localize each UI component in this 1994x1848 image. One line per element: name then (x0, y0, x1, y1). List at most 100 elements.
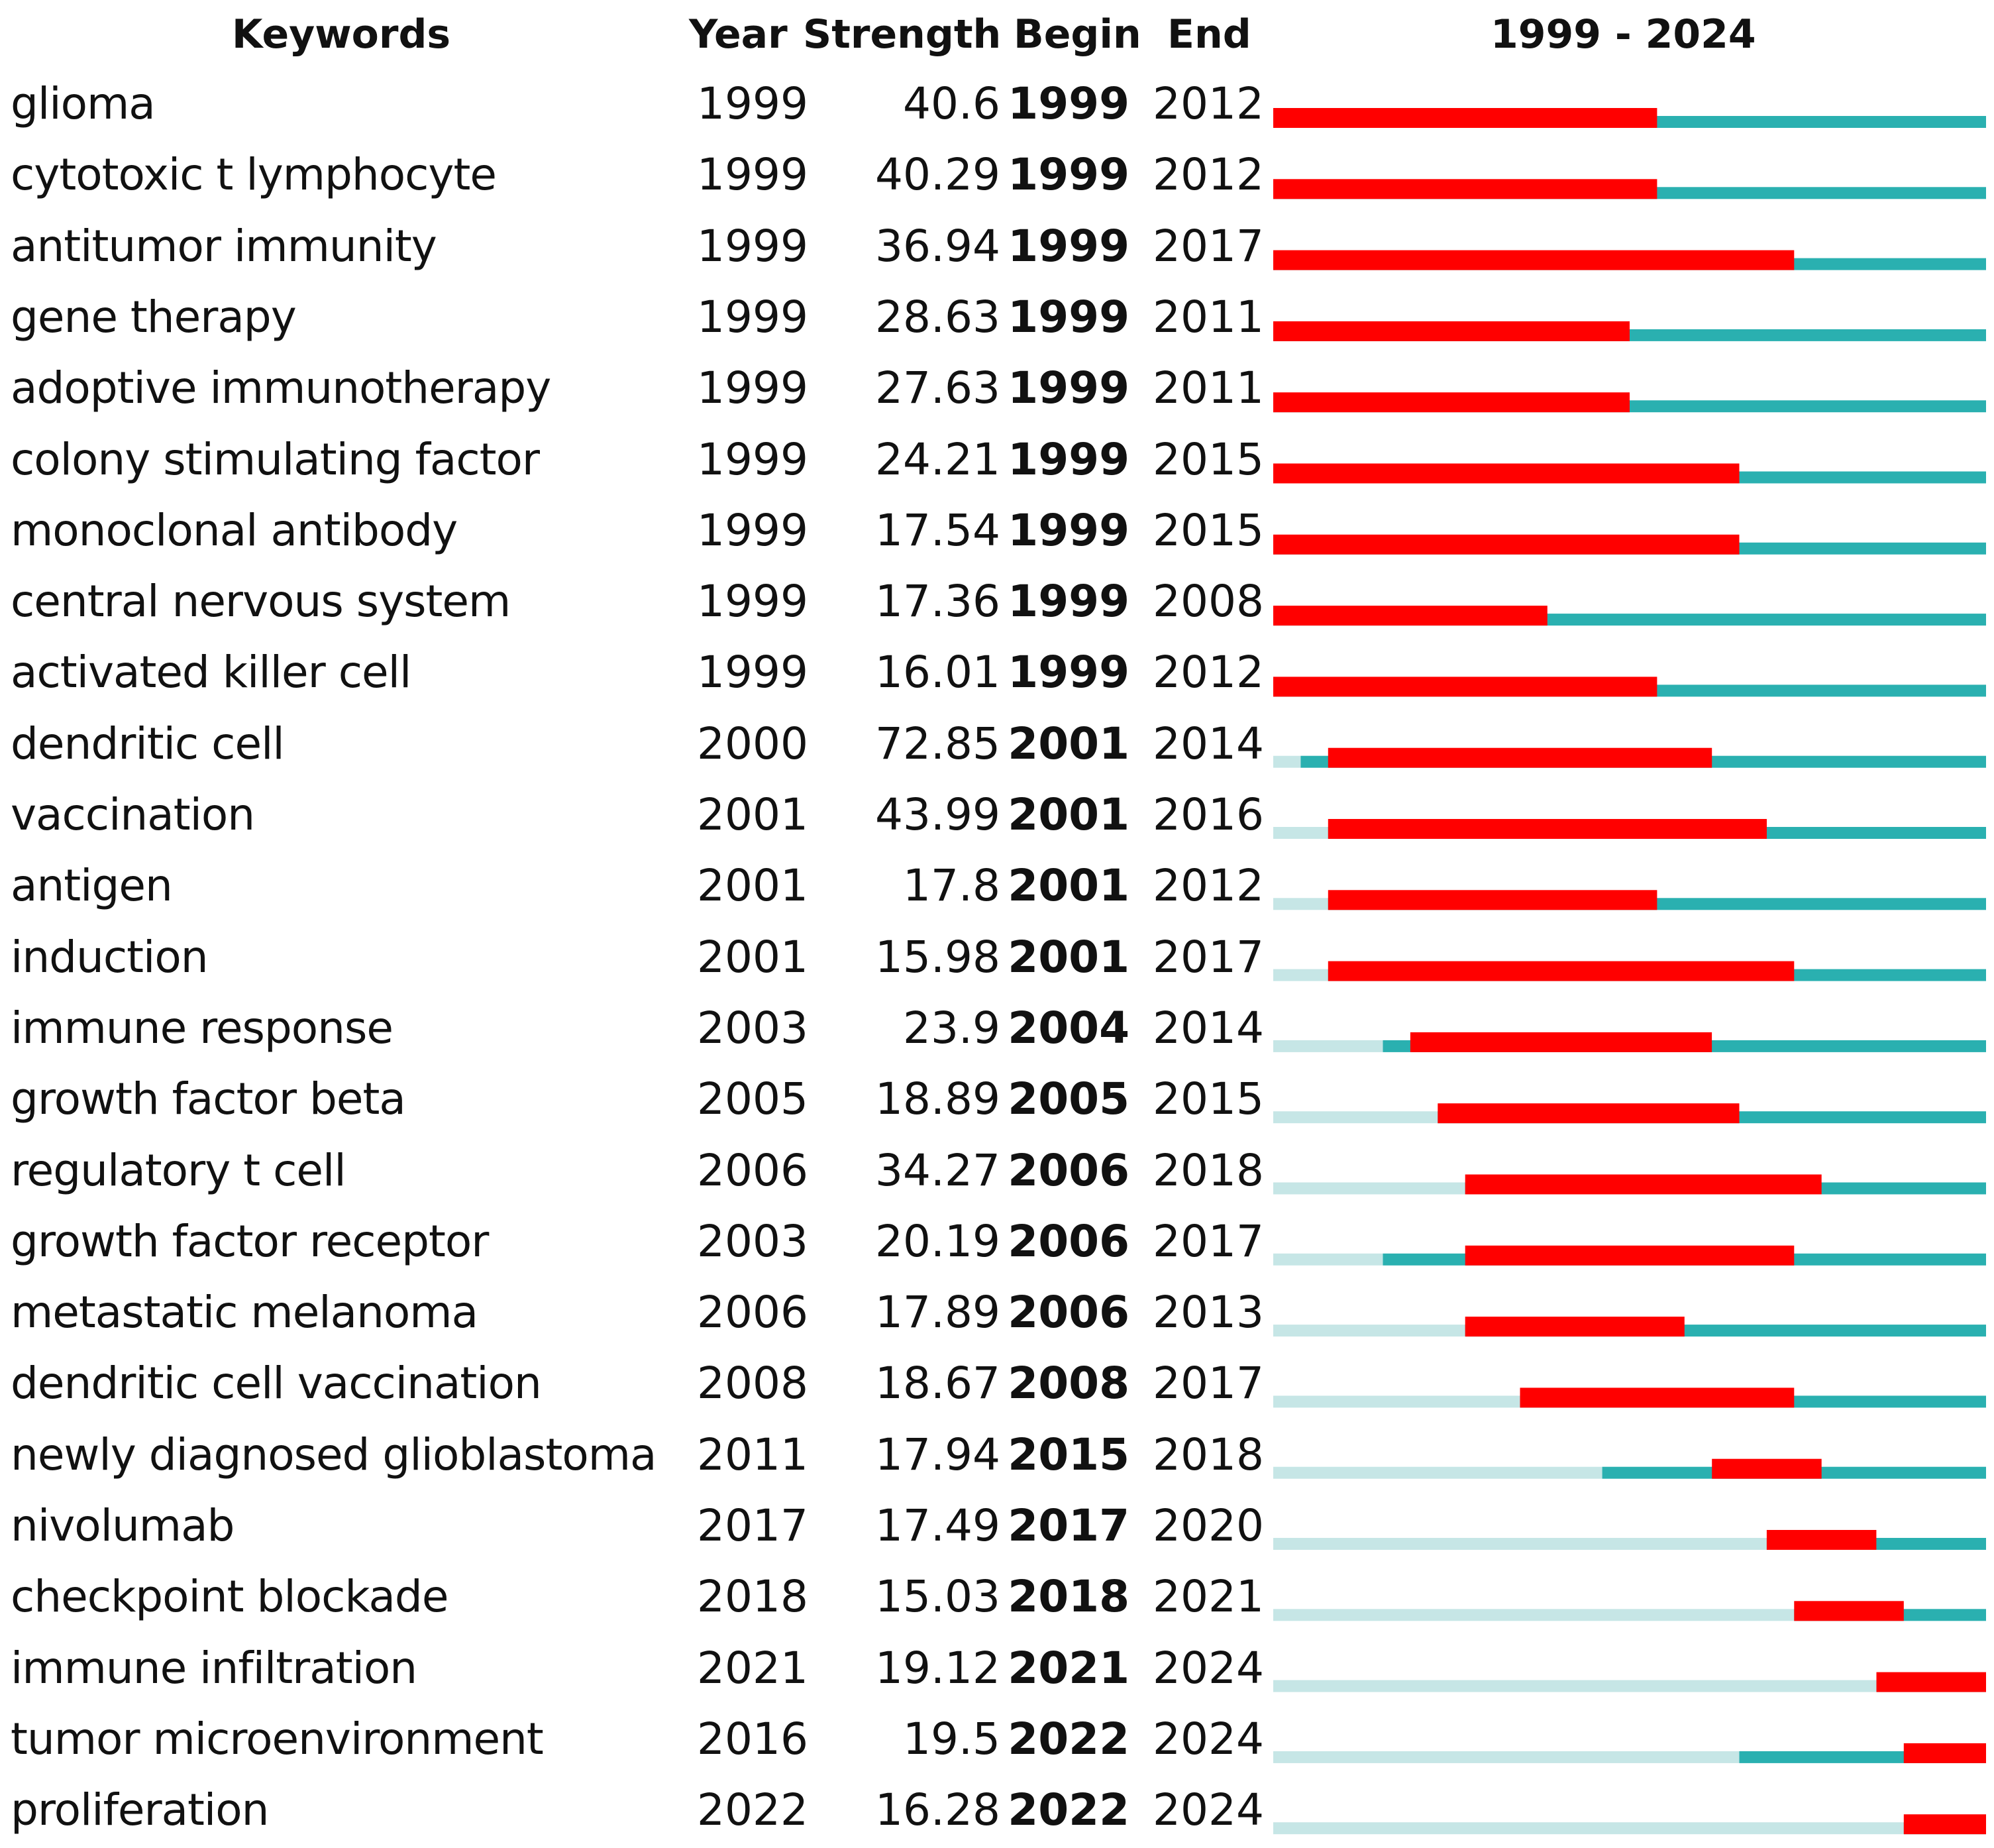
row-end: 2008 (1153, 576, 1264, 627)
row-keyword: activated killer cell (11, 647, 411, 698)
row-end: 2014 (1153, 718, 1264, 769)
row-keyword: glioma (11, 78, 156, 129)
row-strength: 15.03 (875, 1571, 1000, 1623)
row-strength: 19.5 (903, 1713, 1000, 1765)
row-strength: 34.27 (875, 1144, 1000, 1196)
row-end: 2024 (1153, 1713, 1264, 1765)
row-strength: 17.49 (875, 1500, 1000, 1551)
row-strength: 16.28 (875, 1784, 1000, 1836)
row-begin: 2001 (1008, 718, 1129, 769)
timeline-inactive-segment (1273, 1395, 1520, 1408)
row-strength: 20.19 (875, 1215, 1000, 1267)
row-keyword: metastatic melanoma (11, 1287, 478, 1338)
row-begin: 2006 (1008, 1287, 1129, 1338)
header-begin: Begin (1014, 11, 1141, 58)
timeline-inactive-segment (1273, 827, 1328, 839)
row-begin: 1999 (1008, 149, 1129, 201)
row-begin: 2018 (1008, 1571, 1129, 1623)
row-keyword: dendritic cell vaccination (11, 1358, 542, 1409)
header-keywords: Keywords (232, 11, 451, 58)
row-end: 2013 (1153, 1287, 1264, 1338)
row-begin: 2001 (1008, 860, 1129, 912)
row-strength: 36.94 (875, 220, 1000, 272)
row-begin: 2021 (1008, 1642, 1129, 1694)
row-begin: 2022 (1008, 1784, 1129, 1836)
row-strength: 17.36 (875, 576, 1000, 627)
timeline-inactive-segment (1273, 1822, 1904, 1835)
row-end: 2018 (1153, 1429, 1264, 1480)
burst-bar (1465, 1317, 1685, 1337)
row-year: 1999 (697, 220, 808, 272)
burst-bar (1410, 1032, 1712, 1052)
row-year: 1999 (697, 647, 808, 698)
row-strength: 16.01 (875, 647, 1000, 698)
timeline-inactive-segment (1273, 1182, 1465, 1195)
timeline-inactive-segment (1273, 1466, 1602, 1479)
row-year: 1999 (697, 576, 808, 627)
row-year: 2006 (697, 1144, 808, 1196)
timeline-inactive-segment (1273, 1751, 1740, 1763)
row-begin: 1999 (1008, 78, 1129, 129)
row-begin: 1999 (1008, 291, 1129, 343)
row-year: 1999 (697, 362, 808, 414)
row-strength: 28.63 (875, 291, 1000, 343)
row-end: 2015 (1153, 1073, 1264, 1125)
row-keyword: regulatory t cell (11, 1144, 346, 1196)
row-begin: 2017 (1008, 1500, 1129, 1551)
row-year: 1999 (697, 291, 808, 343)
row-begin: 1999 (1008, 647, 1129, 698)
row-strength: 23.9 (903, 1002, 1000, 1054)
row-end: 2017 (1153, 220, 1264, 272)
row-begin: 2001 (1008, 789, 1129, 840)
row-end: 2011 (1153, 291, 1264, 343)
row-keyword: growth factor beta (11, 1073, 406, 1125)
row-begin: 2006 (1008, 1215, 1129, 1267)
row-strength: 17.8 (903, 860, 1000, 912)
row-end: 2017 (1153, 1215, 1264, 1267)
row-keyword: colony stimulating factor (11, 433, 540, 485)
row-strength: 17.94 (875, 1429, 1000, 1480)
row-keyword: proliferation (11, 1784, 269, 1836)
row-keyword: central nervous system (11, 576, 511, 627)
row-end: 2015 (1153, 504, 1264, 556)
burst-bar (1766, 1530, 1877, 1550)
row-begin: 2022 (1008, 1713, 1129, 1765)
burst-bar (1273, 534, 1740, 555)
row-strength: 19.12 (875, 1642, 1000, 1694)
row-end: 2017 (1153, 1358, 1264, 1409)
row-year: 1999 (697, 504, 808, 556)
row-keyword: immune response (11, 1002, 394, 1054)
row-strength: 40.29 (875, 149, 1000, 201)
row-year: 2001 (697, 789, 808, 840)
row-year: 2017 (697, 1500, 808, 1551)
row-begin: 2006 (1008, 1144, 1129, 1196)
row-keyword: cytotoxic t lymphocyte (11, 149, 497, 201)
row-end: 2012 (1153, 860, 1264, 912)
timeline-inactive-segment (1273, 1538, 1767, 1550)
row-strength: 40.6 (903, 78, 1000, 129)
row-year: 2008 (697, 1358, 808, 1409)
burst-bar (1520, 1387, 1795, 1408)
row-begin: 1999 (1008, 362, 1129, 414)
row-end: 2018 (1153, 1144, 1264, 1196)
burst-bar (1328, 747, 1712, 768)
burst-bar (1465, 1174, 1822, 1195)
row-strength: 18.89 (875, 1073, 1000, 1125)
burst-bar (1903, 1743, 1986, 1763)
row-keyword: vaccination (11, 789, 255, 840)
header-end: End (1167, 11, 1251, 58)
burst-bar (1273, 677, 1657, 697)
row-year: 2001 (697, 860, 808, 912)
row-end: 2015 (1153, 433, 1264, 485)
row-keyword: immune infiltration (11, 1642, 417, 1694)
row-year: 2011 (697, 1429, 808, 1480)
row-begin: 1999 (1008, 220, 1129, 272)
burst-bar (1328, 890, 1657, 910)
burst-bar (1273, 392, 1630, 413)
timeline-inactive-segment (1273, 969, 1328, 981)
row-keyword: antigen (11, 860, 173, 912)
row-year: 2018 (697, 1571, 808, 1623)
row-keyword: adoptive immunotherapy (11, 362, 551, 414)
